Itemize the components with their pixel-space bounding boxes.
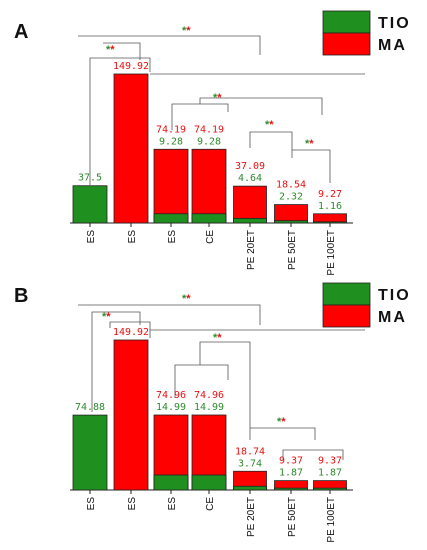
value-label-tio-a-5: 2.32 [279, 192, 303, 203]
bar-ma-a-3 [191, 148, 227, 224]
legend-label-ma: MA [378, 37, 407, 54]
value-label-ma-a-1: 149.92 [113, 61, 149, 72]
bracket-b-es-pair [91, 311, 141, 412]
bar-tio-a-5 [274, 220, 308, 224]
value-label-ma-a-3: 74.19 [194, 124, 224, 135]
tick-label-a-1: ES [127, 230, 138, 244]
bar-ma-b-1 [113, 339, 149, 491]
value-label-ma-a-2: 74.19 [156, 124, 186, 135]
significance-brackets-b: ** ** ** ** [78, 293, 365, 460]
panel-a: A TIO MA ** ** ** ** ** 37.5 ES 149.92 ES 9.… [14, 10, 411, 276]
bar-tio-a-0 [72, 185, 108, 224]
star-a-1: ** [182, 25, 191, 37]
bar-tio-b-5 [274, 487, 308, 491]
bracket-b-top [78, 304, 261, 325]
value-label-ma-a-5: 18.54 [276, 180, 306, 191]
legend-a: TIO MA [322, 10, 411, 56]
bar-tio-b-2 [153, 474, 189, 491]
star-a-2: ** [106, 44, 115, 56]
tick-label-b-5: PE 50ET [287, 497, 298, 537]
tick-label-b-6: PE 100ET [326, 497, 337, 543]
value-label-ma-b-5: 9.37 [279, 456, 303, 467]
bracket-b-pe20 [250, 427, 316, 440]
bar-ma-a-4 [233, 185, 267, 224]
star-a-5: ** [305, 138, 314, 150]
tick-label-a-4: PE 20ET [246, 230, 257, 270]
tick-label-b-2: ES [167, 497, 178, 511]
value-label-tio-a-0: 37.5 [78, 173, 102, 184]
bracket-b-es-ce [174, 364, 229, 398]
value-label-ma-b-3: 74.96 [194, 390, 224, 401]
star-b-3: ** [213, 332, 222, 344]
tick-label-b-0: ES [86, 497, 97, 511]
legend-swatch-tio [322, 282, 371, 306]
tick-label-a-3: CE [205, 230, 216, 244]
bracket-b-mid [199, 341, 251, 440]
tick-label-b-4: PE 20ET [246, 497, 257, 537]
bracket-a-tio-ma [89, 57, 151, 185]
bar-tio-b-0 [72, 414, 108, 491]
significance-brackets-a: ** ** ** ** ** [78, 25, 365, 185]
tick-label-b-3: CE [205, 497, 216, 511]
bracket-a-pe50 [291, 149, 331, 183]
bar-tio-b-6 [313, 487, 347, 491]
value-label-tio-b-0: 74.88 [75, 402, 105, 413]
bar-tio-b-4 [233, 485, 267, 491]
value-label-tio-b-2: 14.99 [156, 402, 186, 413]
bar-ma-a-2 [153, 148, 189, 224]
legend-swatch-ma [322, 304, 371, 328]
star-b-2: ** [102, 311, 111, 323]
value-label-tio-a-2: 9.28 [159, 136, 183, 147]
bracket-a-es-pair [103, 42, 141, 60]
value-label-ma-b-2: 74.96 [156, 390, 186, 401]
value-label-tio-b-4: 3.74 [238, 458, 262, 469]
bracket-a-top [78, 35, 261, 55]
bar-ma-a-5 [274, 204, 308, 224]
value-label-tio-b-5: 1.87 [279, 468, 303, 479]
value-label-tio-b-6: 1.87 [318, 468, 342, 479]
legend-label-tio: TIO [378, 15, 411, 32]
panel-b: B TIO MA ** ** ** ** 74.88 ES 149.92 ES 14.9… [14, 282, 411, 543]
star-b-4: ** [277, 416, 286, 428]
tick-label-a-2: ES [167, 230, 178, 244]
bars-a: 37.5ES149.92ES9.2874.19ES9.2874.19CE4.64… [72, 61, 347, 276]
panel-letter-b: B [14, 285, 28, 307]
bracket-b-pe50 [282, 449, 344, 460]
legend-label-tio: TIO [378, 287, 411, 304]
value-label-tio-b-3: 14.99 [194, 402, 224, 413]
panel-letter-a: A [14, 21, 28, 43]
value-label-ma-b-6: 9.37 [318, 456, 342, 467]
value-label-ma-a-4: 37.09 [235, 161, 265, 172]
tick-label-b-1: ES [127, 497, 138, 511]
bracket-a-pe20 [249, 131, 293, 150]
bar-tio-a-4 [233, 217, 267, 224]
legend-label-ma: MA [378, 309, 407, 326]
bar-tio-b-3 [191, 474, 227, 491]
tick-label-a-5: PE 50ET [287, 230, 298, 270]
bar-ma-a-1 [113, 73, 149, 224]
tick-label-a-6: PE 100ET [326, 230, 337, 276]
bar-tio-a-6 [313, 221, 347, 224]
bars-b: 74.88ES149.92ES14.9974.96ES14.9974.96CE3… [72, 327, 347, 543]
legend-b: TIO MA [322, 282, 411, 328]
bar-tio-a-3 [191, 213, 227, 224]
value-label-ma-b-4: 18.74 [235, 446, 265, 457]
tick-label-a-0: ES [86, 230, 97, 244]
value-label-tio-a-4: 4.64 [238, 173, 262, 184]
value-label-tio-a-3: 9.28 [197, 136, 221, 147]
value-label-ma-a-6: 9.27 [318, 189, 342, 200]
legend-swatch-tio [322, 10, 371, 34]
value-label-ma-b-1: 149.92 [113, 327, 149, 338]
value-label-tio-a-6: 1.16 [318, 201, 342, 212]
legend-swatch-ma [322, 32, 371, 56]
star-a-4: ** [265, 119, 274, 131]
star-a-3: ** [213, 92, 222, 104]
bar-tio-a-2 [153, 213, 189, 224]
bracket-a-mid [199, 97, 323, 115]
star-b-1: ** [182, 293, 191, 305]
